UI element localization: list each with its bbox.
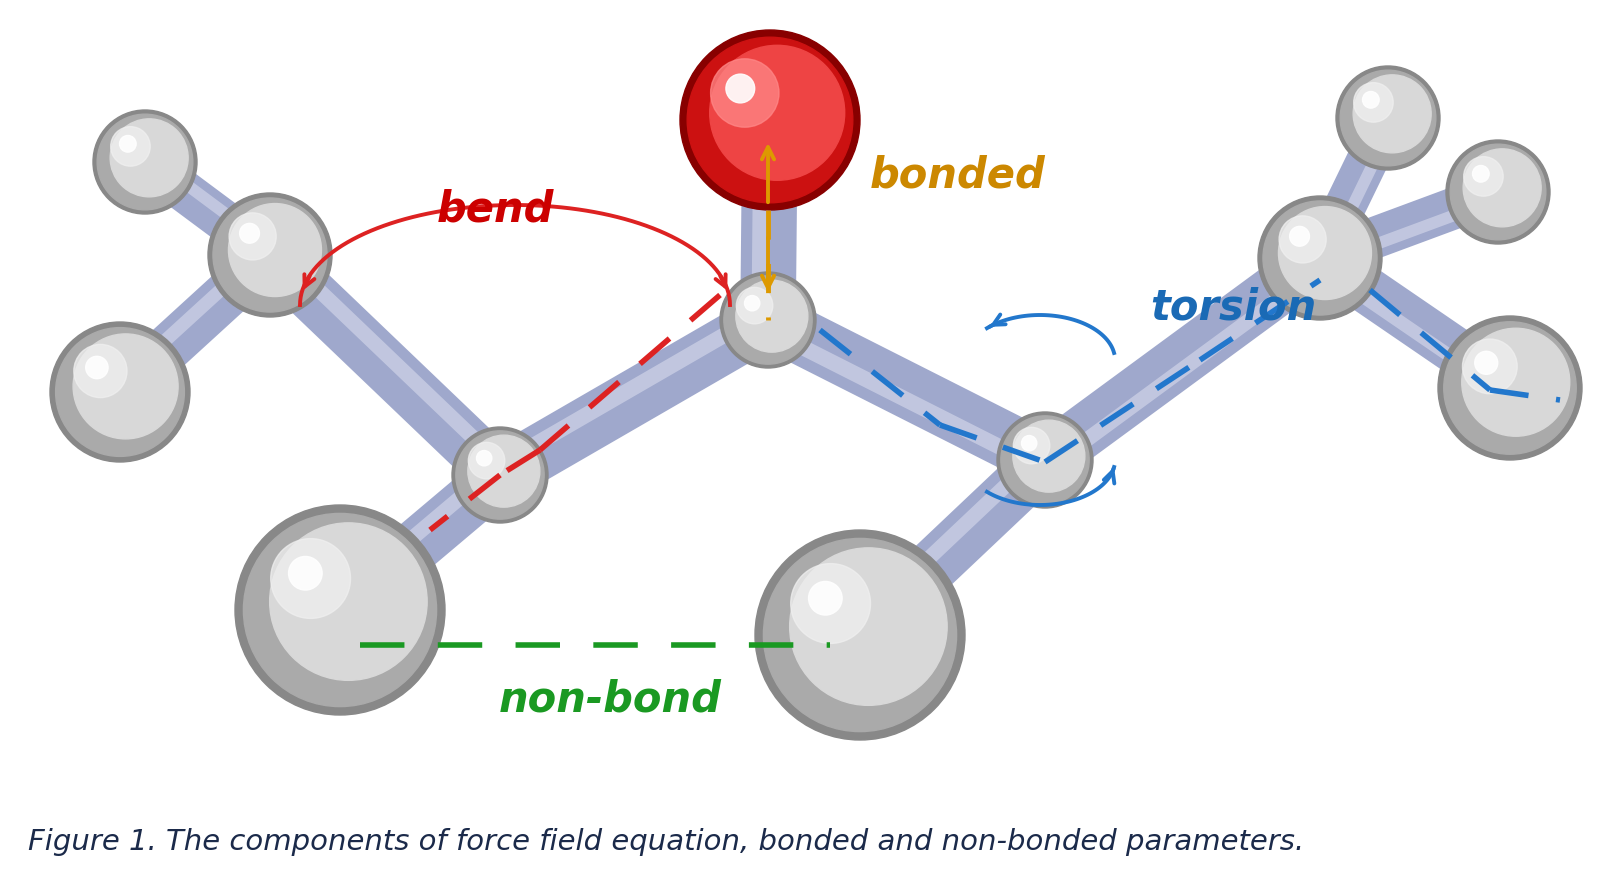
Circle shape <box>289 557 323 590</box>
Circle shape <box>736 287 773 324</box>
Text: torsion: torsion <box>1149 287 1316 329</box>
Circle shape <box>1336 66 1439 170</box>
Circle shape <box>710 59 780 127</box>
Circle shape <box>468 435 540 507</box>
Circle shape <box>1013 427 1050 463</box>
Circle shape <box>736 280 807 352</box>
Circle shape <box>477 450 491 466</box>
Circle shape <box>1013 420 1084 492</box>
Circle shape <box>452 427 548 523</box>
Circle shape <box>725 276 812 364</box>
Circle shape <box>755 530 964 740</box>
Circle shape <box>110 119 188 196</box>
Circle shape <box>92 110 198 214</box>
Text: bonded: bonded <box>870 154 1046 196</box>
Circle shape <box>1341 70 1436 166</box>
Text: Figure 1. The components of force field equation, bonded and non-bonded paramete: Figure 1. The components of force field … <box>28 828 1305 856</box>
Circle shape <box>763 538 956 731</box>
Circle shape <box>1363 92 1379 108</box>
Circle shape <box>1354 83 1392 122</box>
Circle shape <box>55 328 185 456</box>
Circle shape <box>744 295 760 311</box>
Circle shape <box>243 514 436 707</box>
Circle shape <box>1451 144 1546 240</box>
Circle shape <box>679 30 861 210</box>
Circle shape <box>1446 140 1550 244</box>
Circle shape <box>1263 201 1378 315</box>
Circle shape <box>235 505 446 715</box>
Circle shape <box>791 564 870 643</box>
Circle shape <box>997 412 1093 508</box>
Text: bend: bend <box>436 189 554 231</box>
Circle shape <box>468 442 504 479</box>
Circle shape <box>1258 196 1383 320</box>
Circle shape <box>456 431 545 519</box>
Circle shape <box>1462 329 1569 436</box>
Circle shape <box>687 37 853 203</box>
Circle shape <box>789 548 947 706</box>
Circle shape <box>1279 206 1371 300</box>
Circle shape <box>1354 75 1431 152</box>
Circle shape <box>1475 352 1498 374</box>
Circle shape <box>120 136 136 152</box>
Circle shape <box>110 127 151 167</box>
Circle shape <box>50 322 190 462</box>
Circle shape <box>269 522 428 680</box>
Circle shape <box>1000 416 1089 504</box>
Circle shape <box>229 204 321 297</box>
Circle shape <box>240 224 259 243</box>
Circle shape <box>229 213 276 260</box>
Circle shape <box>271 538 350 618</box>
Circle shape <box>720 272 815 368</box>
Circle shape <box>212 198 327 312</box>
Circle shape <box>1444 322 1576 455</box>
Circle shape <box>1021 435 1037 451</box>
Circle shape <box>1279 216 1326 263</box>
Circle shape <box>1464 149 1542 226</box>
Circle shape <box>1464 157 1503 196</box>
Text: non-bond: non-bond <box>499 679 721 721</box>
Circle shape <box>809 581 843 615</box>
Circle shape <box>73 334 178 439</box>
Circle shape <box>86 356 109 379</box>
Circle shape <box>75 344 126 397</box>
Circle shape <box>1438 316 1582 460</box>
Circle shape <box>1290 226 1310 246</box>
Circle shape <box>1472 166 1490 182</box>
Circle shape <box>207 193 332 317</box>
Circle shape <box>97 115 193 210</box>
Circle shape <box>1462 339 1517 394</box>
Circle shape <box>710 45 845 181</box>
Circle shape <box>726 74 755 103</box>
